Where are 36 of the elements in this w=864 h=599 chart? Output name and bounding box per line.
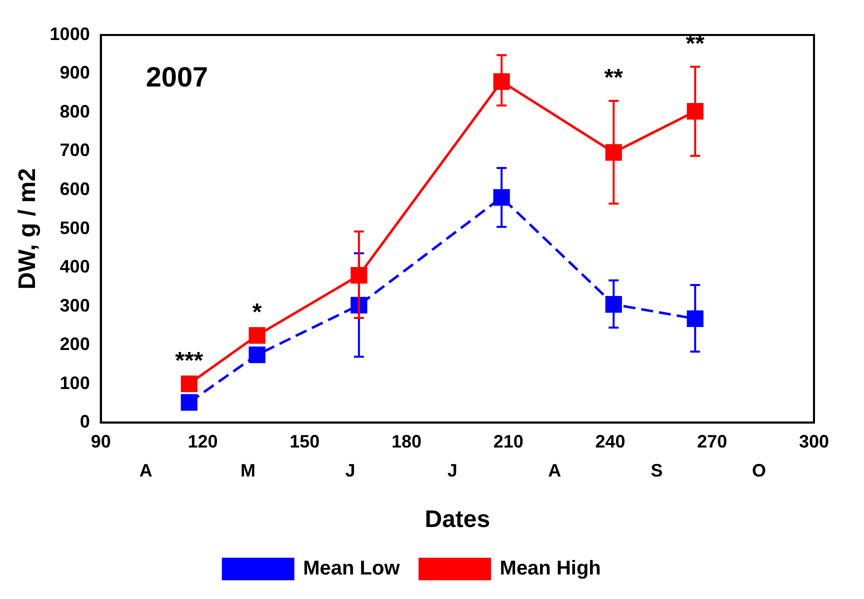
y-axis-title: DW, g / m2 <box>14 168 42 290</box>
point <box>493 189 510 206</box>
x-axis-title: Dates <box>424 506 490 534</box>
x-tick-label: 150 <box>290 431 320 452</box>
point <box>248 327 266 344</box>
y-tick-label: 900 <box>60 62 90 83</box>
y-tick-label: 200 <box>60 334 90 354</box>
y-tick-label: 500 <box>60 218 90 238</box>
point <box>180 376 198 392</box>
legend-label: Mean High <box>500 558 601 580</box>
x-tick-label: 180 <box>391 431 422 452</box>
annotation: * <box>252 299 262 326</box>
x-tick-label: 270 <box>697 431 728 452</box>
point <box>350 266 368 284</box>
y-tick-label: 300 <box>60 295 90 316</box>
annotation: ** <box>604 64 624 92</box>
y-tick-label: 400 <box>60 256 90 277</box>
x-tick-label: 120 <box>188 431 218 452</box>
annotation: *** <box>175 347 204 374</box>
y-tick-label: 0 <box>80 412 90 432</box>
x-tick-label: 240 <box>595 431 626 452</box>
y-tick-label: 600 <box>60 179 90 200</box>
point <box>248 346 266 364</box>
legend-label: Mean Low <box>303 558 400 580</box>
x-tick-label: 300 <box>798 431 830 452</box>
y-tick-label: 800 <box>60 101 90 122</box>
y-tick-label: 700 <box>60 140 90 160</box>
x-tick-label: 90 <box>90 431 111 452</box>
point <box>605 144 622 161</box>
annotation: 2007 <box>146 62 208 93</box>
text: A M J J A S O <box>139 460 766 481</box>
point <box>493 73 510 90</box>
y-tick-label: 100 <box>60 372 90 393</box>
y-tick-label: 1000 <box>50 24 90 44</box>
x-tick-label: 210 <box>493 431 524 452</box>
point <box>180 394 198 411</box>
